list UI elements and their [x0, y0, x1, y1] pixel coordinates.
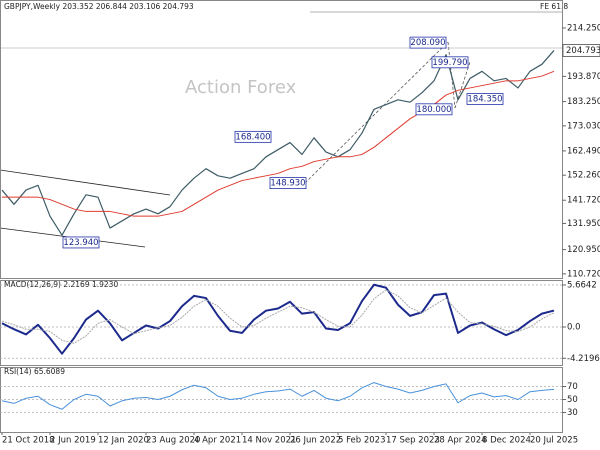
annotation-box — [466, 93, 504, 105]
x-tick-label: 26 Jun 2022 — [290, 436, 341, 446]
x-tick-label: 5 Feb 2023 — [338, 436, 386, 446]
x-tick-label: 23 Aug 2020 — [146, 436, 200, 446]
y-tick-label: 152.260 — [567, 171, 600, 181]
annotation-box — [431, 56, 469, 69]
series-line — [1, 50, 555, 236]
annotation-label: 208.090 — [410, 38, 445, 48]
series-line — [1, 382, 555, 410]
x-tick-label: 2 Jun 2019 — [50, 436, 96, 446]
annotation-box — [415, 103, 453, 116]
x-tick-label: 14 Nov 2021 — [242, 436, 296, 446]
y-tick-label: 141.720 — [567, 196, 600, 206]
trend-line — [447, 41, 456, 109]
panel-title: MACD(12,26,9) 2.2169 1.9230 — [4, 280, 118, 289]
y-tick-label: 110.720 — [567, 269, 600, 279]
x-tick-label: 17 Sep 2023 — [386, 436, 440, 446]
annotation-label: 184.350 — [467, 94, 502, 104]
annotation-label: 123.940 — [63, 238, 98, 248]
y-tick-label: -4.2196 — [567, 354, 600, 364]
y-tick-label: 5.6642 — [567, 280, 597, 290]
series-line — [1, 289, 555, 344]
annotation-label: 180.000 — [416, 105, 451, 115]
y-tick-label: 173.030 — [567, 121, 600, 131]
trend-line — [304, 41, 449, 184]
y-tick-label: 30 — [567, 408, 578, 418]
watermark: Action Forex — [185, 77, 297, 98]
x-tick-label: 21 Oct 2018 — [2, 436, 55, 446]
panel-frame — [0, 0, 563, 279]
annotation-box — [234, 130, 272, 143]
y-tick-label: 193.870 — [567, 72, 600, 82]
x-tick-label: 8 Dec 2024 — [482, 436, 531, 446]
x-tick-label: 28 Apr 2024 — [434, 436, 487, 446]
annotation-label: 168.400 — [235, 132, 270, 142]
y-tick-label: 214.250 — [567, 23, 600, 33]
trend-line — [454, 61, 471, 109]
annotation-box — [409, 36, 447, 49]
y-tick-label: 50 — [567, 395, 578, 405]
price-tag-label: 204.793 — [566, 46, 600, 56]
x-tick-label: 20 Jul 2025 — [530, 436, 578, 446]
y-tick-label: 120.950 — [567, 245, 600, 255]
price-tag — [562, 44, 600, 57]
series-line — [1, 283, 555, 355]
y-tick-label: 70 — [567, 382, 578, 392]
y-tick-label: 131.950 — [567, 219, 600, 229]
y-tick-label: 0.0 — [567, 322, 581, 332]
panel-frame — [0, 280, 563, 366]
series-line — [2, 70, 555, 217]
y-tick-label: 183.250 — [567, 97, 600, 107]
channel-line — [0, 169, 171, 196]
panel-title: RSI(14) 65.6089 — [4, 367, 65, 376]
annotation-box — [62, 236, 100, 249]
annotation-label: 199.790 — [432, 58, 467, 68]
x-tick-label: 4 Apr 2021 — [194, 436, 241, 446]
y-tick-label: 162.490 — [567, 146, 600, 156]
annotation-label: 148.930 — [270, 179, 305, 189]
chart-title: GBPJPY,Weekly 203.352 206.844 203.106 20… — [4, 2, 194, 11]
annotation-box — [269, 177, 307, 190]
level-label: FE 61.8 — [540, 2, 568, 11]
x-tick-label: 12 Jan 2020 — [98, 436, 149, 446]
